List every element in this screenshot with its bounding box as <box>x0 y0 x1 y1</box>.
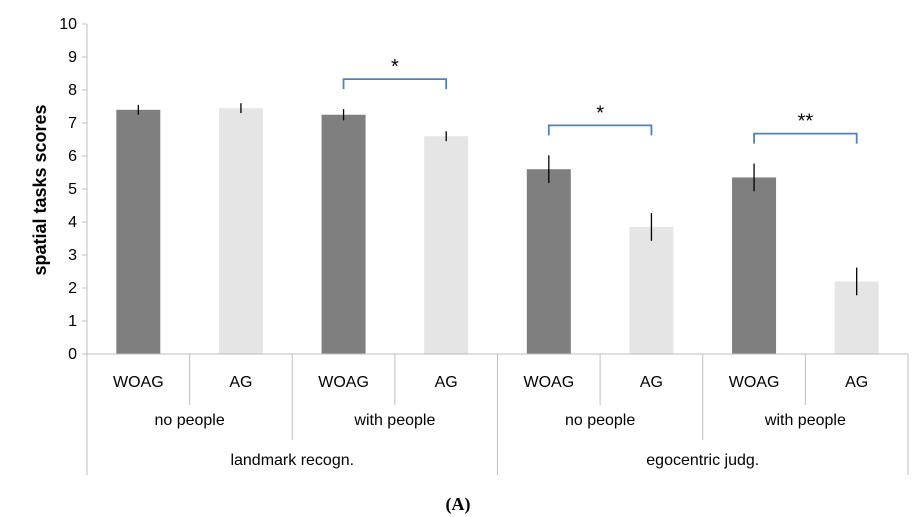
x-group-label: landmark recogn. <box>230 452 354 469</box>
y-tick-label: 7 <box>68 115 77 132</box>
y-tick-label: 0 <box>68 346 77 363</box>
x-category-label: AG <box>845 374 868 391</box>
bar <box>526 169 571 354</box>
y-tick-label: 1 <box>68 313 77 330</box>
x-category-label: AG <box>640 374 663 391</box>
x-category-label: AG <box>229 374 252 391</box>
x-subgroup-label: with people <box>764 412 846 429</box>
x-category-label: WOAG <box>113 374 164 391</box>
y-tick-label: 8 <box>68 82 77 99</box>
x-category-label: WOAG <box>523 374 574 391</box>
bar <box>424 136 469 354</box>
x-subgroup-label: no people <box>154 412 224 429</box>
x-group-label: egocentric judg. <box>646 452 759 469</box>
x-category-label: AG <box>435 374 458 391</box>
y-tick-label: 3 <box>68 247 77 264</box>
figure-caption: (A) <box>446 494 471 515</box>
bar <box>116 109 161 354</box>
y-tick-label: 10 <box>59 16 77 33</box>
significance-bracket <box>342 78 448 90</box>
x-subgroup-label: no people <box>565 412 635 429</box>
x-category-label: WOAG <box>318 374 369 391</box>
significance-bracket <box>753 132 858 144</box>
significance-marker: * <box>596 102 604 124</box>
significance-marker: ** <box>798 111 814 133</box>
bar <box>218 108 263 355</box>
bar <box>321 114 366 354</box>
bar <box>732 177 777 354</box>
y-tick-label: 2 <box>68 280 77 297</box>
y-tick-label: 5 <box>68 181 77 198</box>
y-tick-label: 6 <box>68 148 77 165</box>
bar <box>629 226 674 354</box>
y-tick-label: 9 <box>68 49 77 66</box>
significance-bracket <box>547 124 653 136</box>
x-subgroup-label: with people <box>353 412 435 429</box>
y-tick-label: 4 <box>68 214 77 231</box>
x-category-label: WOAG <box>729 374 780 391</box>
significance-marker: * <box>391 56 399 78</box>
y-axis-label: spatial tasks scores <box>30 104 50 275</box>
